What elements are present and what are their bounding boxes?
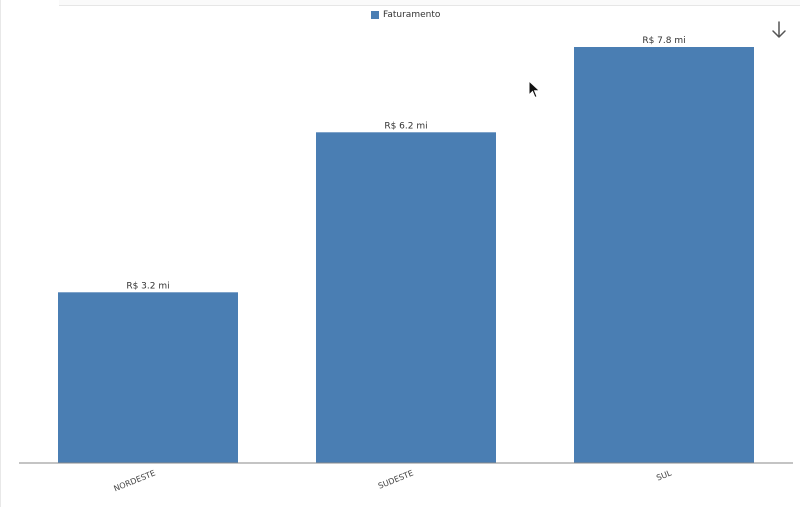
- value-label-nordeste: R$ 3.2 mi: [126, 281, 169, 291]
- bar-sul[interactable]: [574, 47, 754, 463]
- legend-label: Faturamento: [383, 10, 441, 20]
- download-arrow-icon[interactable]: [767, 18, 791, 42]
- tick-labels-group: NORDESTE SUDESTE SUL: [113, 468, 674, 493]
- bars-group: [58, 47, 754, 464]
- chart-legend[interactable]: Faturamento: [371, 8, 440, 22]
- x-tick-label-sul: SUL: [655, 468, 673, 482]
- mouse-pointer-icon: [528, 79, 542, 100]
- x-tick-label-sudeste: SUDESTE: [377, 469, 415, 491]
- x-tick-label-nordeste: NORDESTE: [113, 469, 157, 494]
- panel-top-strip: [59, 0, 800, 6]
- bar-sudeste[interactable]: [316, 132, 496, 464]
- legend-swatch: [371, 11, 379, 19]
- value-labels-group: R$ 3.2 mi R$ 6.2 mi R$ 7.8 mi: [126, 36, 685, 291]
- value-label-sul: R$ 7.8 mi: [642, 36, 685, 46]
- value-label-sudeste: R$ 6.2 mi: [384, 121, 427, 131]
- bar-nordeste[interactable]: [58, 292, 238, 463]
